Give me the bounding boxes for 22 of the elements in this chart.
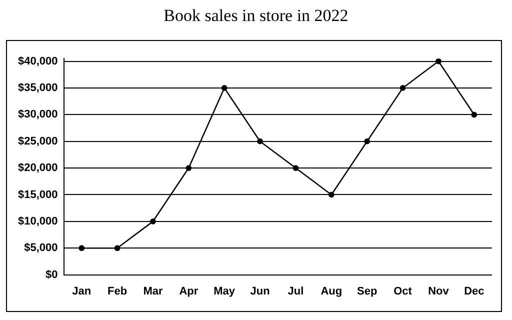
x-tick-label: Feb bbox=[108, 285, 128, 298]
y-tick-label: $20,000 bbox=[18, 162, 58, 174]
y-tick-label: $10,000 bbox=[18, 215, 58, 228]
x-tick-label: Jul bbox=[288, 285, 304, 298]
x-tick-label: Nov bbox=[428, 285, 450, 298]
y-tick-label: $0 bbox=[46, 268, 58, 281]
chart-title: Book sales in store in 2022 bbox=[162, 6, 350, 26]
y-tick-label: $40,000 bbox=[18, 55, 58, 68]
y-tick-label: $5,000 bbox=[24, 242, 58, 254]
x-tick-label: Sep bbox=[357, 285, 378, 298]
x-tick-label: May bbox=[214, 285, 236, 298]
x-tick-label: Aug bbox=[320, 285, 342, 298]
x-tick-label: Dec bbox=[464, 285, 484, 298]
x-tick-label: Jan bbox=[72, 285, 92, 298]
x-tick-label: Apr bbox=[179, 285, 199, 298]
y-tick-label: $15,000 bbox=[18, 188, 58, 201]
y-tick-label: $35,000 bbox=[18, 82, 58, 94]
y-tick-label: $25,000 bbox=[18, 135, 58, 148]
y-tick-label: $30,000 bbox=[18, 108, 58, 121]
x-tick-label: Oct bbox=[394, 285, 412, 298]
x-tick-label: Jun bbox=[250, 285, 270, 298]
x-tick-label: Mar bbox=[143, 285, 164, 298]
